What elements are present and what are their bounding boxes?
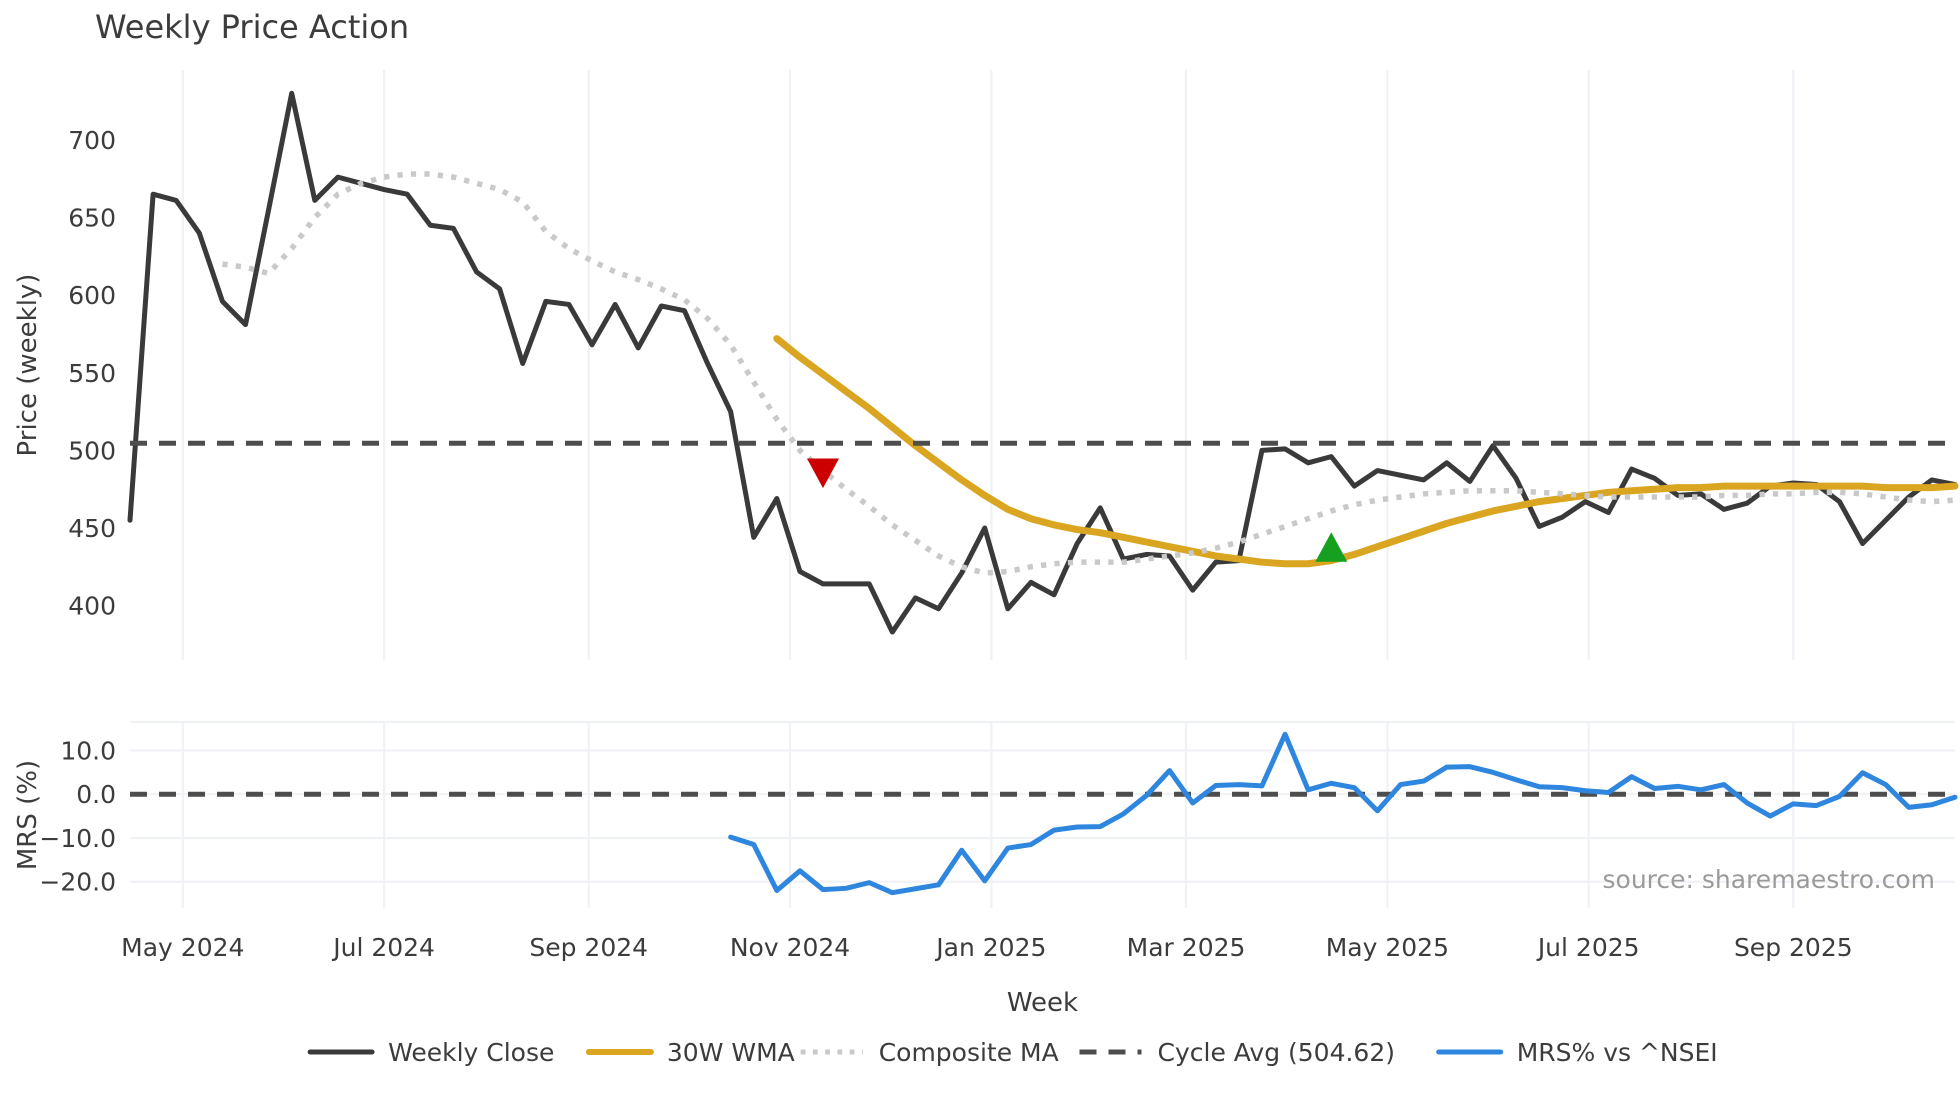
mrs-panel: −20.0 −10.0 0.0 10.0 MRS (%) May 2024 Jul 2024… <box>13 720 1958 1018</box>
price-ytick-label-5: 650 <box>68 204 116 233</box>
legend-label-0: Weekly Close <box>388 1038 554 1067</box>
x-tick-label-4: Jan 2025 <box>934 933 1046 962</box>
legend-item-mrs-vs-nsei[interactable]: MRS% vs ^NSEI <box>1436 1038 1718 1067</box>
price-series-weekly-close <box>127 90 1958 635</box>
x-tick-label-3: Nov 2024 <box>730 933 850 962</box>
mrs-series-line <box>728 731 1958 896</box>
legend-label-3: Cycle Avg (504.62) <box>1158 1038 1396 1067</box>
x-tick-label-6: May 2025 <box>1326 933 1449 962</box>
price-series-30w-wma <box>773 335 1959 568</box>
legend-item-30w-wma[interactable]: 30W WMA <box>585 1038 795 1067</box>
x-tick-label-1: Jul 2024 <box>331 933 435 962</box>
x-tick-label-2: Sep 2024 <box>529 933 648 962</box>
mrs-ytick-label-1: −10.0 <box>39 824 116 853</box>
legend-item-cycle-avg-504-62-[interactable]: Cycle Avg (504.62) <box>1079 1038 1396 1067</box>
legend-item-composite-ma[interactable]: Composite MA <box>800 1038 1059 1067</box>
source-watermark: source: sharemaestro.com <box>1603 865 1936 894</box>
legend-item-weekly-close[interactable]: Weekly Close <box>307 1038 554 1067</box>
legend-label-1: 30W WMA <box>667 1038 795 1067</box>
legend-label-2: Composite MA <box>879 1038 1059 1067</box>
x-tick-label-0: May 2024 <box>121 933 244 962</box>
buy-signal-marker-icon <box>1315 532 1348 562</box>
price-axis-label-y: Price (weekly) <box>13 274 43 457</box>
mrs-ytick-label-2: 0.0 <box>76 780 116 809</box>
price-ytick-label-0: 400 <box>68 592 116 621</box>
x-axis-label: Week <box>1007 988 1078 1018</box>
mrs-axis-label-y: MRS (%) <box>13 760 43 870</box>
mrs-ytick-label-0: −20.0 <box>39 868 116 897</box>
price-ytick-label-6: 700 <box>68 126 116 155</box>
x-tick-label-8: Sep 2025 <box>1734 933 1853 962</box>
sell-signal-marker-icon <box>807 458 839 489</box>
price-ytick-label-1: 450 <box>68 514 116 543</box>
price-panel: 400 450 500 550 600 650 700 Price (weekly) <box>13 70 1959 660</box>
mrs-ytick-label-3: 10.0 <box>60 736 116 765</box>
chart-legend: Weekly Close 30W WMA Composite MA Cycle Avg… <box>307 1038 1718 1067</box>
page-title: Weekly Price Action <box>95 8 409 46</box>
price-ytick-label-2: 500 <box>68 436 116 465</box>
legend-label-4: MRS% vs ^NSEI <box>1517 1038 1718 1067</box>
x-tick-label-7: Jul 2025 <box>1536 933 1640 962</box>
price-series-composite-ma <box>222 171 1956 576</box>
x-tick-label-5: Mar 2025 <box>1127 933 1246 962</box>
price-ytick-label-3: 550 <box>68 359 116 388</box>
price-ytick-label-4: 600 <box>68 281 116 310</box>
